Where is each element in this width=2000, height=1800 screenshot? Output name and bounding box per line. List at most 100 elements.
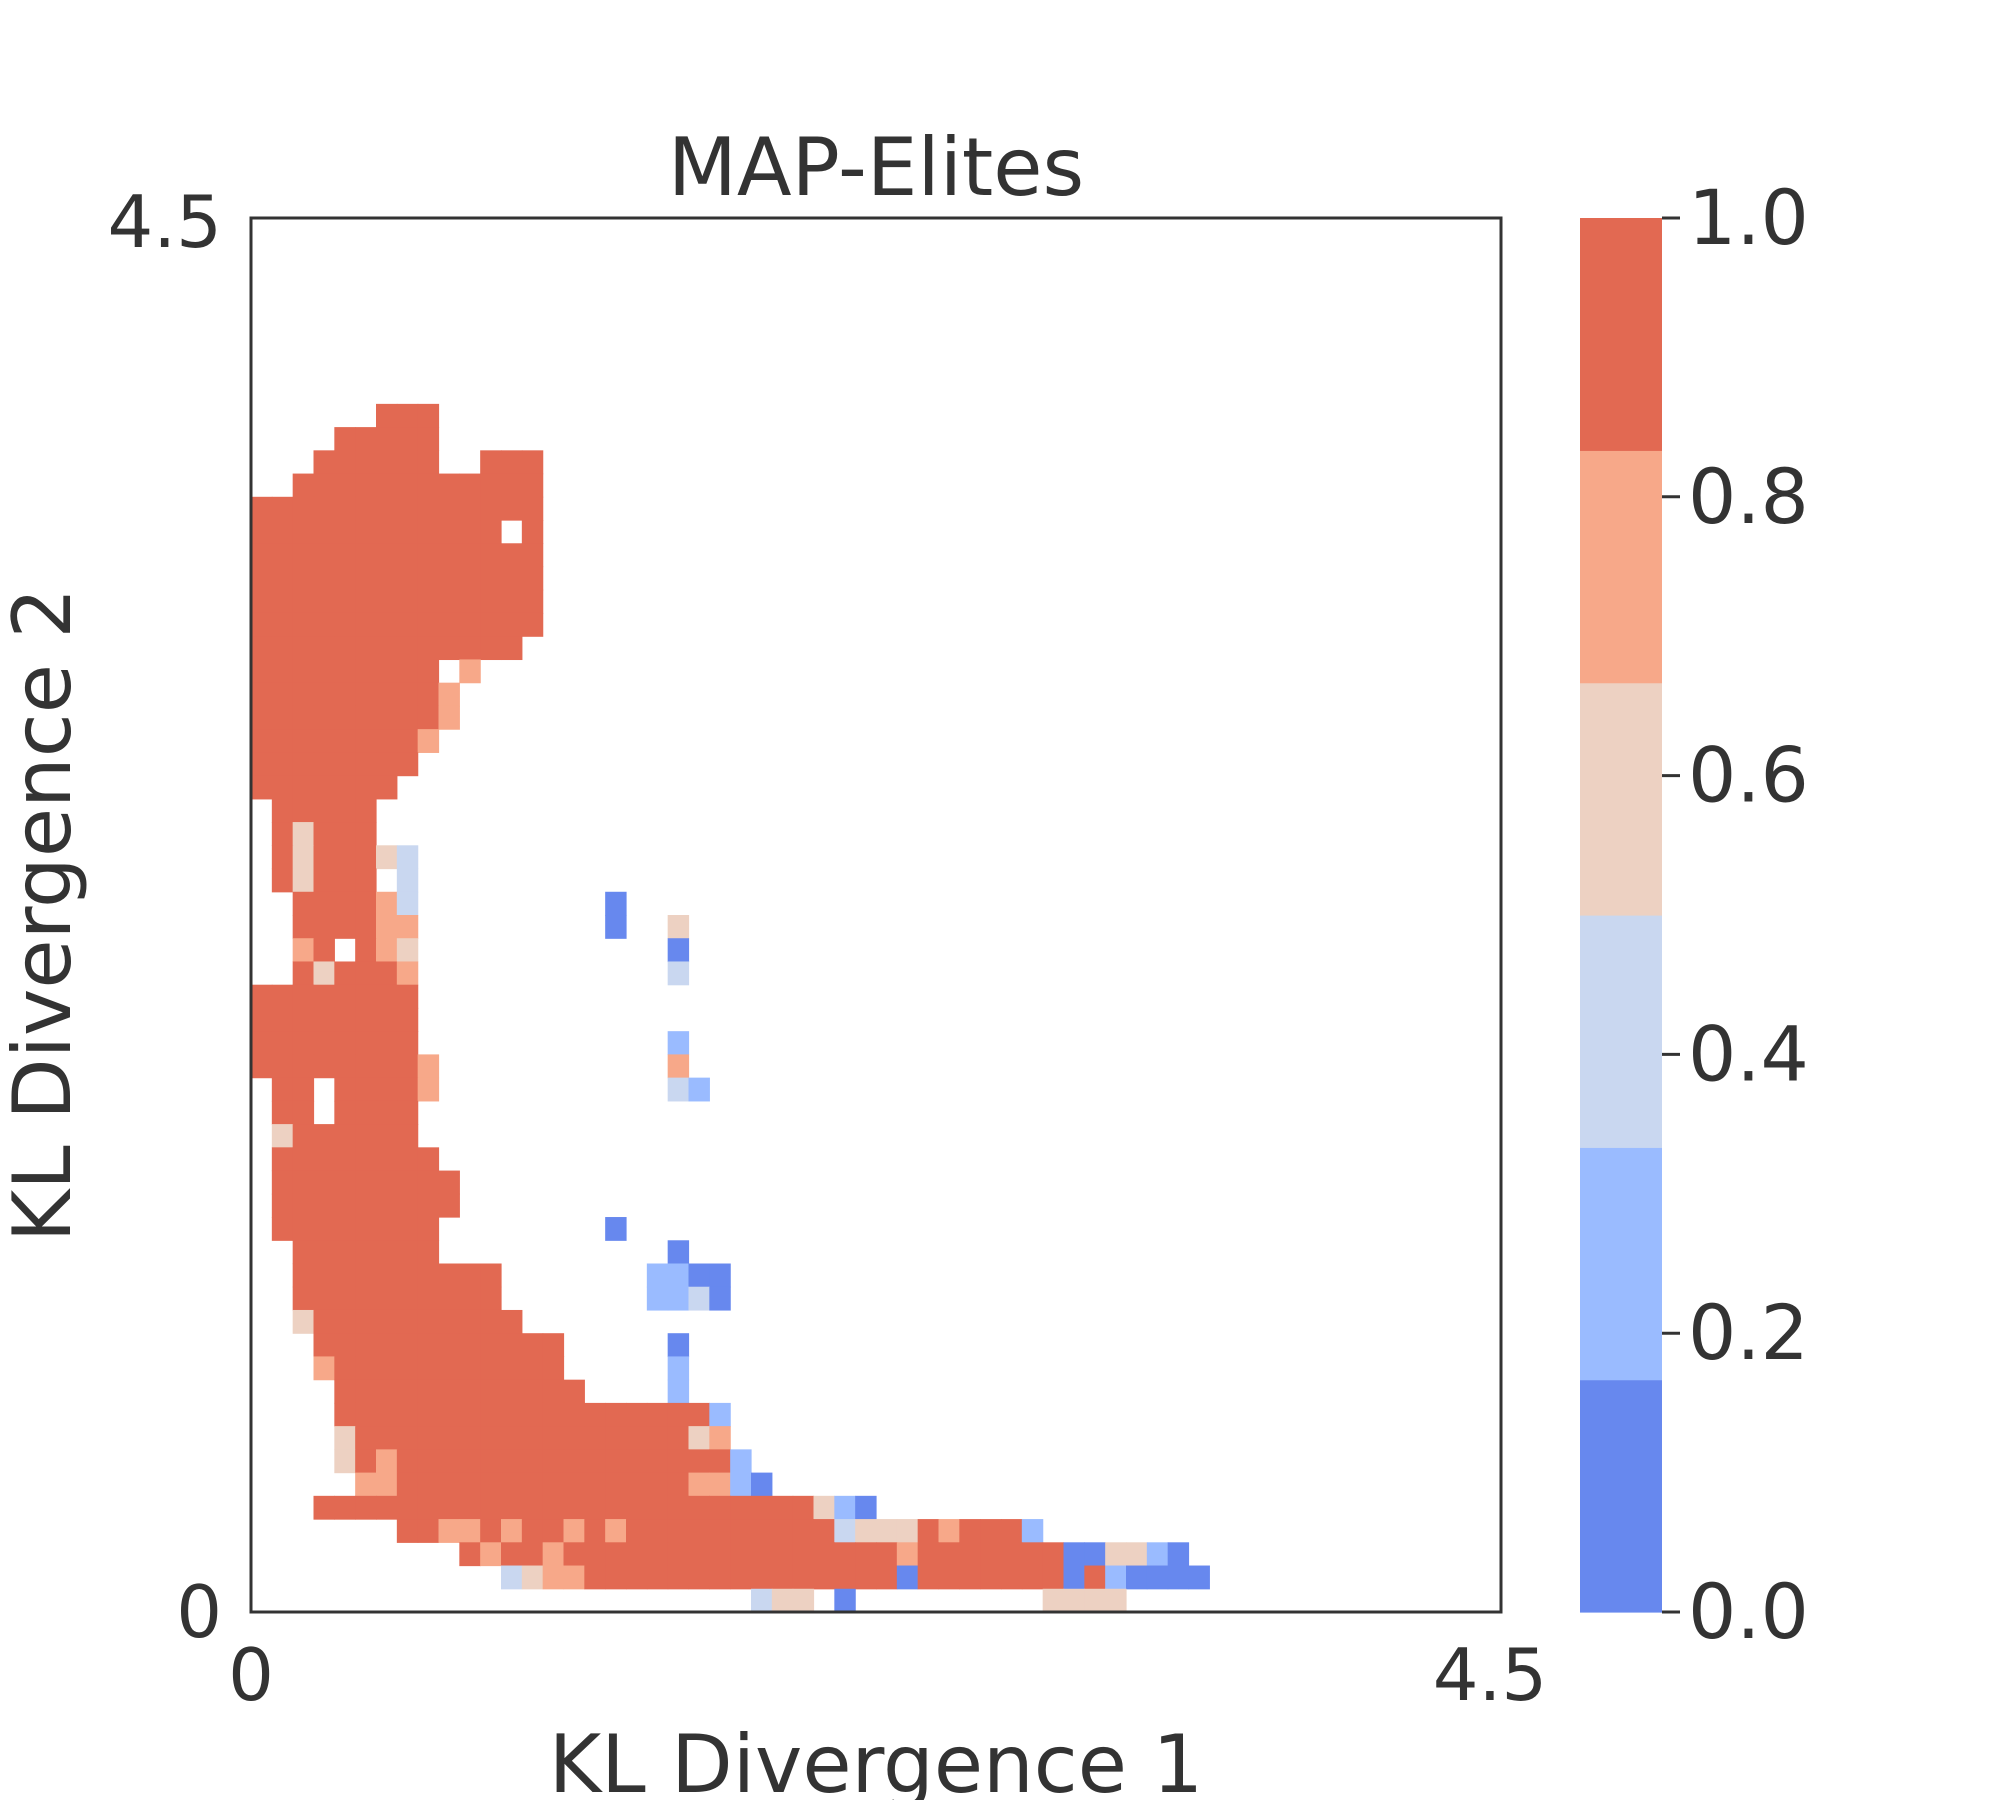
heatmap-cell — [521, 1472, 544, 1497]
heatmap-cell — [292, 868, 315, 893]
heatmap-cell — [334, 775, 356, 800]
heatmap-cell — [438, 543, 460, 568]
heatmap-cell — [584, 1565, 606, 1590]
heatmap-cell — [459, 566, 481, 591]
heatmap-cell — [709, 1286, 731, 1311]
heatmap-cell — [438, 1193, 460, 1218]
heatmap-cell — [417, 589, 440, 614]
heatmap-cell — [855, 1542, 877, 1567]
heatmap-cell — [709, 1449, 731, 1474]
heatmap-cell — [605, 915, 627, 939]
heatmap-cell — [334, 1379, 356, 1404]
heatmap-cell — [501, 1542, 523, 1567]
heatmap-cell — [334, 1286, 356, 1311]
heatmap-cell — [584, 1495, 606, 1520]
heatmap-cell — [396, 1100, 419, 1125]
heatmap-cell — [251, 1007, 273, 1032]
heatmap-cell — [646, 1402, 669, 1427]
heatmap-cell — [292, 775, 315, 800]
heatmap-cell — [521, 1542, 544, 1567]
heatmap-cell — [355, 1170, 377, 1195]
heatmap-cell — [334, 473, 356, 498]
heatmap-cell — [417, 1472, 440, 1497]
heatmap-cell — [417, 1170, 440, 1195]
heatmap-cell — [313, 1217, 335, 1241]
heatmap-cell — [1042, 1588, 1065, 1613]
heatmap-cell — [459, 1542, 481, 1567]
heatmap-cell — [480, 543, 502, 568]
heatmap-cell — [396, 427, 419, 451]
heatmap-cell — [417, 1217, 440, 1241]
heatmap-cell — [334, 612, 356, 637]
heatmap-cell — [334, 1309, 356, 1334]
heatmap-cell — [459, 1495, 481, 1520]
heatmap-cell — [396, 1240, 419, 1265]
heatmap-cell — [271, 1100, 294, 1125]
colorbar-tick-label: 1.0 — [1688, 173, 1809, 262]
heatmap-cell — [396, 496, 419, 521]
heatmap-cell — [417, 1426, 440, 1450]
heatmap-cell — [542, 1333, 565, 1358]
heatmap-cell — [376, 775, 398, 800]
heatmap-cell — [563, 1449, 585, 1474]
heatmap-cell — [334, 1240, 356, 1265]
heatmap-cell — [584, 1449, 606, 1474]
heatmap-cell — [292, 798, 315, 823]
heatmap-cell — [667, 1356, 690, 1381]
heatmap-cell — [396, 473, 419, 498]
heatmap-cell — [334, 682, 356, 707]
heatmap-cell — [396, 450, 419, 475]
heatmap-cell — [521, 1333, 544, 1358]
heatmap-cell — [688, 1519, 710, 1543]
heatmap-cell — [355, 682, 377, 707]
heatmap-cell — [521, 566, 544, 591]
heatmap-cell — [355, 1124, 377, 1148]
heatmap-cell — [251, 752, 273, 777]
heatmap-cell — [313, 543, 335, 568]
heatmap-cell — [459, 1379, 481, 1404]
heatmap-cell — [376, 1426, 398, 1450]
heatmap-cell — [521, 1495, 544, 1520]
heatmap-cell — [771, 1519, 794, 1543]
heatmap-cell — [271, 659, 294, 684]
chart-title: MAP-Elites — [668, 121, 1084, 214]
heatmap-cell — [667, 1379, 690, 1404]
heatmap-cell — [313, 659, 335, 684]
heatmap-cell — [355, 543, 377, 568]
heatmap-cell — [417, 705, 440, 730]
heatmap-cell — [563, 1402, 585, 1427]
heatmap-cell — [334, 752, 356, 777]
heatmap-cell — [292, 682, 315, 707]
heatmap-cell — [355, 1402, 377, 1427]
heatmap-cell — [396, 612, 419, 637]
heatmap-cell — [355, 1286, 377, 1311]
heatmap-cell — [355, 1217, 377, 1241]
heatmap-cell — [313, 566, 335, 591]
heatmap-cell — [355, 1100, 377, 1125]
heatmap-cell — [980, 1565, 1002, 1590]
heatmap-cell — [271, 729, 294, 753]
heatmap-cell — [563, 1472, 585, 1497]
heatmap-cell — [1126, 1542, 1148, 1567]
heatmap-cell — [501, 1449, 523, 1474]
heatmap-cell — [271, 1007, 294, 1032]
heatmap-cell — [251, 682, 273, 707]
heatmap-cell — [667, 938, 690, 963]
heatmap-cell — [521, 1426, 544, 1450]
heatmap-cell — [876, 1542, 898, 1567]
heatmap-cell — [605, 1449, 627, 1474]
heatmap-cell — [355, 915, 377, 939]
heatmap-cell — [438, 636, 460, 661]
heatmap-cell — [521, 1519, 544, 1543]
heatmap-cell — [709, 1472, 731, 1497]
heatmap-cell — [334, 1426, 356, 1450]
heatmap-cell — [459, 473, 481, 498]
heatmap-cell — [480, 1472, 502, 1497]
heatmap-cell — [438, 566, 460, 591]
heatmap-cell — [417, 729, 440, 753]
heatmap-cell — [376, 729, 398, 753]
heatmap-cell — [876, 1519, 898, 1543]
heatmap-cell — [501, 543, 523, 568]
heatmap-cell — [501, 1356, 523, 1381]
heatmap-cell — [688, 1263, 710, 1288]
